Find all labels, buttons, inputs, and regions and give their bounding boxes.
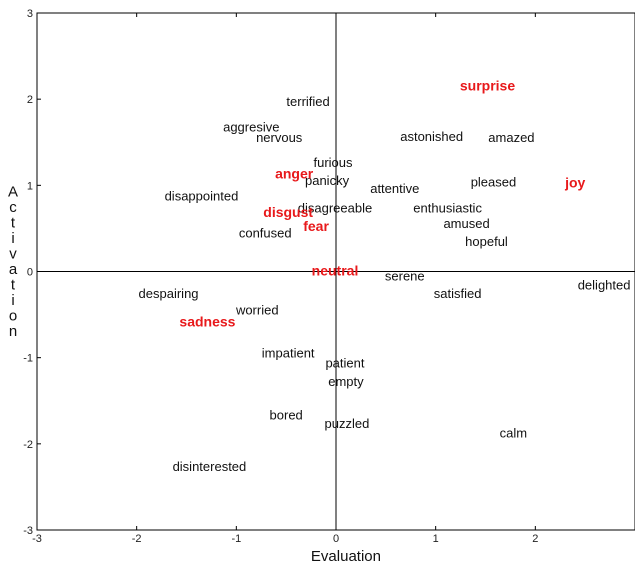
y-tick-label: -2 [23,439,33,451]
y-axis-label-letter: t [11,276,16,293]
y-axis-label-letter: v [9,245,17,262]
y-tick-label: 2 [27,94,33,106]
x-tick-label: -1 [231,533,241,545]
y-axis-label-letter: A [8,183,18,200]
x-tick-label: -2 [132,533,142,545]
word-label-delighted: delighted [578,277,631,292]
word-label-empty: empty [328,374,364,389]
word-label-amused: amused [443,216,489,231]
word-label-patient: patient [325,356,364,371]
word-label-serene: serene [385,269,425,284]
word-label-attentive: attentive [370,181,419,196]
word-label-furious: furious [313,155,353,170]
word-label-despairing: despairing [139,286,199,301]
word-label-hopeful: hopeful [465,234,508,249]
y-axis-label-letter: i [11,230,14,247]
emotion-label-joy: joy [564,175,585,191]
y-tick-label: 0 [27,267,33,279]
word-label-terrified: terrified [286,94,329,109]
emotion-label-surprise: surprise [460,77,515,93]
emotion-label-fear: fear [303,218,329,234]
word-label-nervous: nervous [256,130,303,145]
axis-ticks: -3 -2 -1 0 1 2 -3 -2 -1 0 1 2 3 [23,8,538,545]
y-axis-label-letter: n [9,323,17,340]
x-tick-label: 2 [532,533,538,545]
word-label-aggresive: aggresive [223,120,279,135]
x-tick-label: 0 [333,533,339,545]
y-tick-label: 1 [27,180,33,192]
word-label-amazed: amazed [488,130,534,145]
x-tick-label: 1 [433,533,439,545]
word-label-puzzled: puzzled [325,416,370,431]
word-label-disappointed: disappointed [165,189,239,204]
word-label-disagreeable: disagreeable [298,201,372,216]
word-label-enthusiastic: enthusiastic [413,201,482,216]
y-tick-label: -1 [23,353,33,365]
x-axis-label: Evaluation [311,548,381,565]
word-label-satisfied: satisfied [434,286,482,301]
y-axis-label-letter: c [9,199,17,216]
word-label-bored: bored [270,407,303,422]
word-label-pleased: pleased [471,175,517,190]
y-axis-label-letter: a [9,261,18,278]
emotion-label-neutral: neutral [312,263,359,279]
x-tick-label: -3 [32,533,42,545]
y-tick-label: 3 [27,8,33,20]
word-label-disinterested: disinterested [173,459,247,474]
word-label-worried: worried [235,302,279,317]
word-label-calm: calm [500,425,527,440]
y-axis-label-letter: o [9,307,17,324]
y-tick-label: -3 [23,525,33,537]
y-axis-label-letter: i [11,292,14,309]
emotion-label-sadness: sadness [179,313,235,329]
word-label-astonished: astonished [400,129,463,144]
emotion-label-anger: anger [275,165,314,181]
word-label-panicky: panicky [305,173,350,188]
y-axis-label-letter: t [11,214,16,231]
emotion-label-disgust: disgust [263,204,313,220]
word-label-confused: confused [239,226,292,241]
word-label-impatient: impatient [262,345,315,360]
